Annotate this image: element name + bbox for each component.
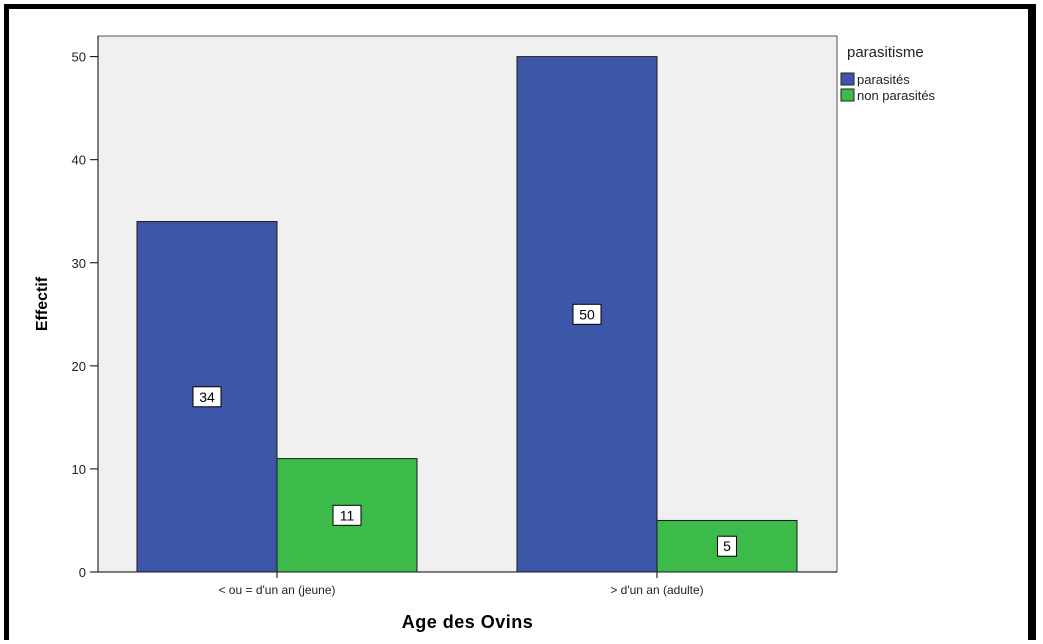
data-label: 34 (199, 389, 215, 405)
data-label-box (192, 386, 222, 408)
y-axis: 0 10 20 30 40 50 (72, 36, 99, 580)
y-tick-label: 20 (72, 359, 86, 374)
y-tick-label: 50 (72, 50, 86, 65)
legend-swatch (840, 88, 855, 102)
y-axis-title: Effectif (34, 276, 51, 331)
data-label-box (572, 303, 602, 325)
y-tick-label: 10 (72, 462, 86, 477)
bars: 34 50 11 5 (136, 56, 798, 573)
data-label: 50 (579, 306, 595, 322)
y-tick-label: 30 (72, 256, 86, 271)
legend-swatch (840, 72, 855, 86)
x-tick-label: > d'un an (adulte) (610, 583, 703, 597)
x-tick-label: < ou = d'un an (jeune) (218, 583, 335, 597)
y-tick-label: 40 (72, 153, 86, 168)
data-label-box (717, 535, 737, 557)
data-label-box (332, 504, 362, 526)
legend-label: non parasités (857, 88, 936, 103)
data-label: 11 (340, 507, 355, 523)
y-tick-label: 0 (79, 565, 86, 580)
legend-label: parasités (857, 72, 910, 87)
x-axis: < ou = d'un an (jeune) > d'un an (adulte) (98, 571, 837, 597)
x-axis-title: Age des Ovins (402, 612, 534, 632)
data-label: 5 (723, 538, 731, 554)
legend-title: parasitisme (847, 44, 924, 61)
